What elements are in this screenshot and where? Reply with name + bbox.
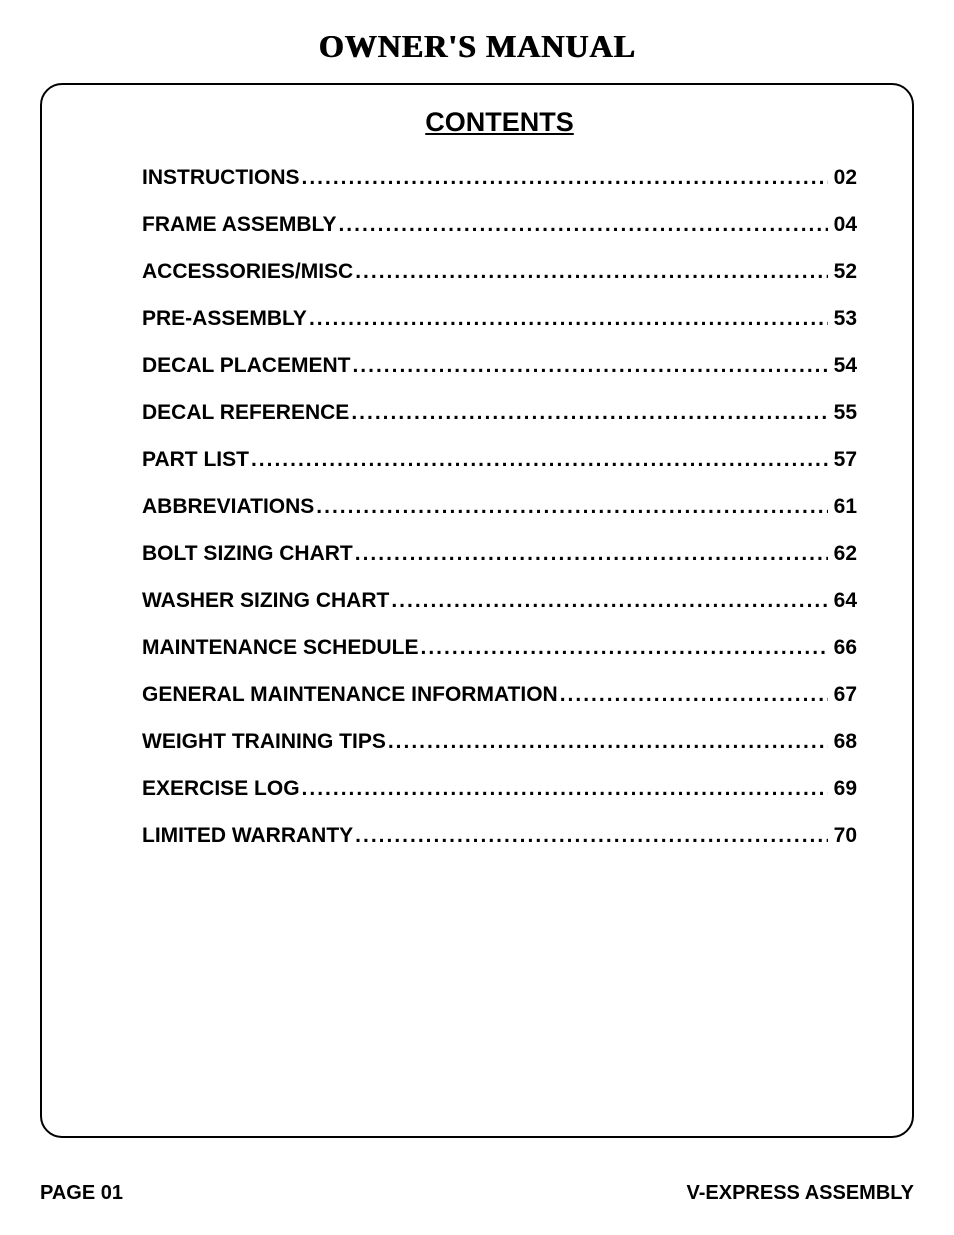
toc-entry-label: DECAL REFERENCE [142,401,349,425]
footer-product-name: V-EXPRESS ASSEMBLY [687,1182,914,1205]
manual-page: OWNER'S MANUAL CONTENTS INSTRUCTIONS 02 FR… [0,0,954,1235]
toc-entry-page: 69 [828,777,857,801]
toc-entry-label: GENERAL MAINTENANCE INFORMATION [142,683,558,707]
toc-row: LIMITED WARRANTY 70 [142,824,857,848]
toc-row: DECAL PLACEMENT 54 [142,354,857,378]
toc-leader-dots [336,213,827,237]
toc-entry-label: BOLT SIZING CHART [142,542,353,566]
toc-row: DECAL REFERENCE 55 [142,401,857,425]
toc-row: PART LIST 57 [142,448,857,472]
toc-row: MAINTENANCE SCHEDULE 66 [142,636,857,660]
toc-entry-label: ABBREVIATIONS [142,495,314,519]
toc-leader-dots [300,777,828,801]
toc-entry-page: 52 [828,260,857,284]
toc-leader-dots [389,589,827,613]
toc-entry-label: LIMITED WARRANTY [142,824,353,848]
toc-entry-label: PART LIST [142,448,249,472]
toc-entry-label: FRAME ASSEMBLY [142,213,336,237]
toc-entry-page: 62 [828,542,857,566]
toc-row: BOLT SIZING CHART 62 [142,542,857,566]
toc-entry-label: WASHER SIZING CHART [142,589,389,613]
toc-list: INSTRUCTIONS 02 FRAME ASSEMBLY 04 ACCESSORIE… [142,166,857,848]
toc-leader-dots [386,730,828,754]
toc-row: INSTRUCTIONS 02 [142,166,857,190]
toc-leader-dots [249,448,828,472]
toc-leader-dots [350,354,827,378]
toc-entry-label: WEIGHT TRAINING TIPS [142,730,386,754]
main-title: OWNER'S MANUAL [40,28,914,65]
footer-page-number: PAGE 01 [40,1182,123,1205]
toc-entry-label: MAINTENANCE SCHEDULE [142,636,419,660]
toc-row: ABBREVIATIONS 61 [142,495,857,519]
toc-entry-page: 68 [828,730,857,754]
toc-leader-dots [307,307,828,331]
toc-entry-page: 64 [828,589,857,613]
toc-row: EXERCISE LOG 69 [142,777,857,801]
toc-leader-dots [353,542,828,566]
toc-entry-label: DECAL PLACEMENT [142,354,350,378]
toc-entry-page: 04 [828,213,857,237]
toc-entry-page: 66 [828,636,857,660]
toc-row: WEIGHT TRAINING TIPS 68 [142,730,857,754]
toc-entry-page: 70 [828,824,857,848]
toc-entry-page: 53 [828,307,857,331]
toc-entry-page: 61 [828,495,857,519]
toc-entry-label: INSTRUCTIONS [142,166,300,190]
toc-row: WASHER SIZING CHART 64 [142,589,857,613]
toc-entry-page: 54 [828,354,857,378]
toc-leader-dots [353,260,827,284]
toc-entry-page: 57 [828,448,857,472]
toc-leader-dots [300,166,828,190]
toc-entry-label: PRE-ASSEMBLY [142,307,307,331]
toc-entry-label: EXERCISE LOG [142,777,300,801]
contents-heading: CONTENTS [142,107,857,138]
toc-row: GENERAL MAINTENANCE INFORMATION 67 [142,683,857,707]
toc-entry-page: 67 [828,683,857,707]
toc-leader-dots [353,824,827,848]
toc-leader-dots [314,495,827,519]
page-footer: PAGE 01 V-EXPRESS ASSEMBLY [40,1182,914,1205]
toc-leader-dots [558,683,828,707]
toc-row: FRAME ASSEMBLY 04 [142,213,857,237]
toc-entry-page: 02 [828,166,857,190]
toc-entry-label: ACCESSORIES/MISC [142,260,353,284]
toc-row: ACCESSORIES/MISC 52 [142,260,857,284]
toc-entry-page: 55 [828,401,857,425]
toc-leader-dots [419,636,828,660]
toc-row: PRE-ASSEMBLY 53 [142,307,857,331]
contents-frame: CONTENTS INSTRUCTIONS 02 FRAME ASSEMBLY 04 A… [40,83,914,1138]
toc-leader-dots [349,401,827,425]
